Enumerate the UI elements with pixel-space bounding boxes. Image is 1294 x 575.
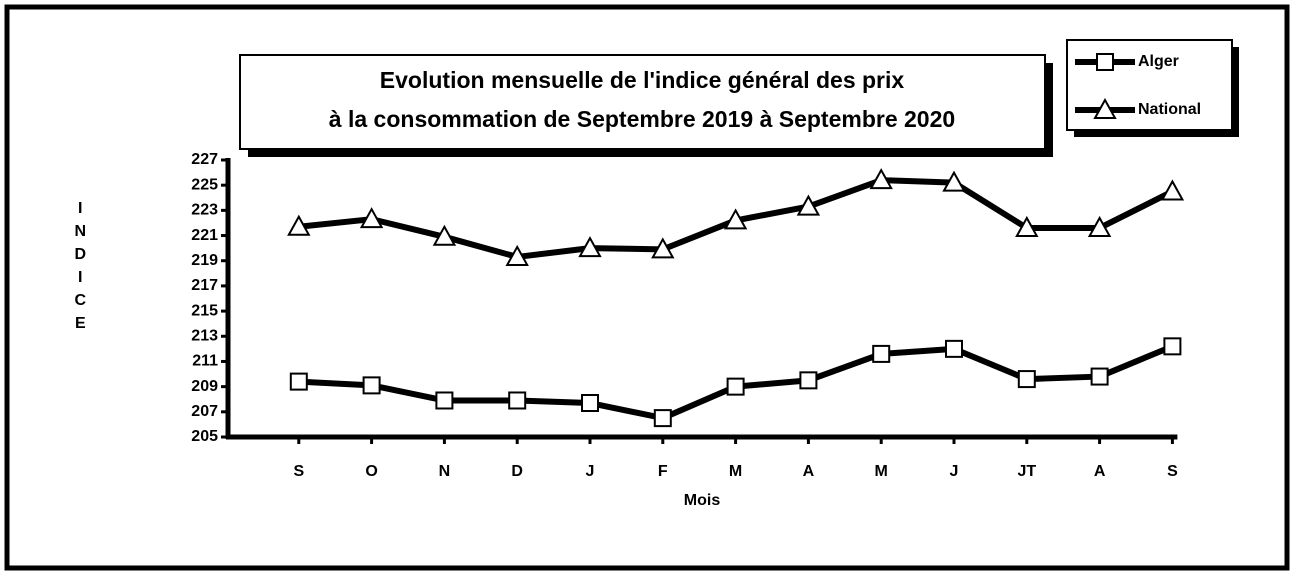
y-tick-label: 217 (191, 277, 218, 294)
x-tick-label: JT (1017, 463, 1036, 480)
x-tick-label: M (729, 463, 742, 480)
x-axis-label: Mois (684, 492, 721, 509)
marker (1087, 215, 1112, 237)
x-tick-label: D (511, 463, 523, 480)
marker (289, 372, 308, 391)
y-tick-label: 211 (192, 353, 218, 370)
marker (1015, 215, 1039, 237)
chart-title: à la consommation de Septembre 2019 à Se… (329, 106, 955, 132)
x-tick-label: F (658, 463, 668, 480)
x-tick-label: M (875, 463, 888, 480)
y-tick-label: 213 (191, 327, 218, 344)
marker (1096, 53, 1114, 71)
x-tick-label: O (365, 463, 377, 480)
y-tick-label: 227 (191, 151, 218, 168)
marker (872, 344, 891, 363)
y-tick-label: 225 (191, 176, 218, 193)
x-tick-label: A (1094, 463, 1106, 480)
legend-label: Alger (1138, 53, 1179, 70)
marker (942, 170, 966, 192)
legend: Alger National (1066, 39, 1239, 137)
x-tick-label: J (586, 463, 595, 480)
x-tick-label: S (1167, 463, 1178, 480)
marker (1090, 367, 1109, 386)
marker (799, 371, 818, 390)
chart-title: Evolution mensuelle de l'indice général … (380, 67, 905, 93)
frame (4, 4, 1290, 571)
marker (362, 376, 381, 395)
x-tick-label: N (439, 463, 451, 480)
marker (578, 236, 602, 258)
marker (508, 391, 527, 410)
marker (653, 409, 672, 428)
legend-label: National (1138, 101, 1201, 118)
marker (945, 339, 963, 358)
marker (287, 214, 311, 236)
marker (651, 237, 675, 259)
marker (1160, 179, 1185, 201)
y-axis-label: INDICE (72, 200, 89, 338)
marker (1017, 370, 1036, 389)
y-tick-label: 205 (191, 428, 218, 445)
y-tick-label: 209 (191, 378, 218, 395)
title-box (239, 54, 1046, 150)
x-tick-label: S (293, 463, 304, 480)
marker (435, 391, 454, 410)
y-tick-label: 221 (191, 227, 218, 244)
x-tick-label: J (950, 463, 959, 480)
marker (505, 244, 529, 266)
marker (1093, 97, 1117, 119)
x-tick-label: A (803, 463, 815, 480)
marker (432, 224, 457, 246)
marker (1163, 337, 1182, 356)
y-tick-label: 207 (191, 403, 218, 420)
marker (869, 168, 893, 190)
marker (723, 208, 748, 230)
marker (359, 207, 384, 229)
marker (726, 377, 745, 396)
marker (581, 394, 599, 413)
marker (796, 194, 821, 216)
legend-box (1066, 39, 1233, 131)
y-tick-label: 223 (191, 202, 218, 219)
y-tick-label: 219 (191, 252, 218, 269)
y-tick-label: 215 (191, 302, 218, 319)
